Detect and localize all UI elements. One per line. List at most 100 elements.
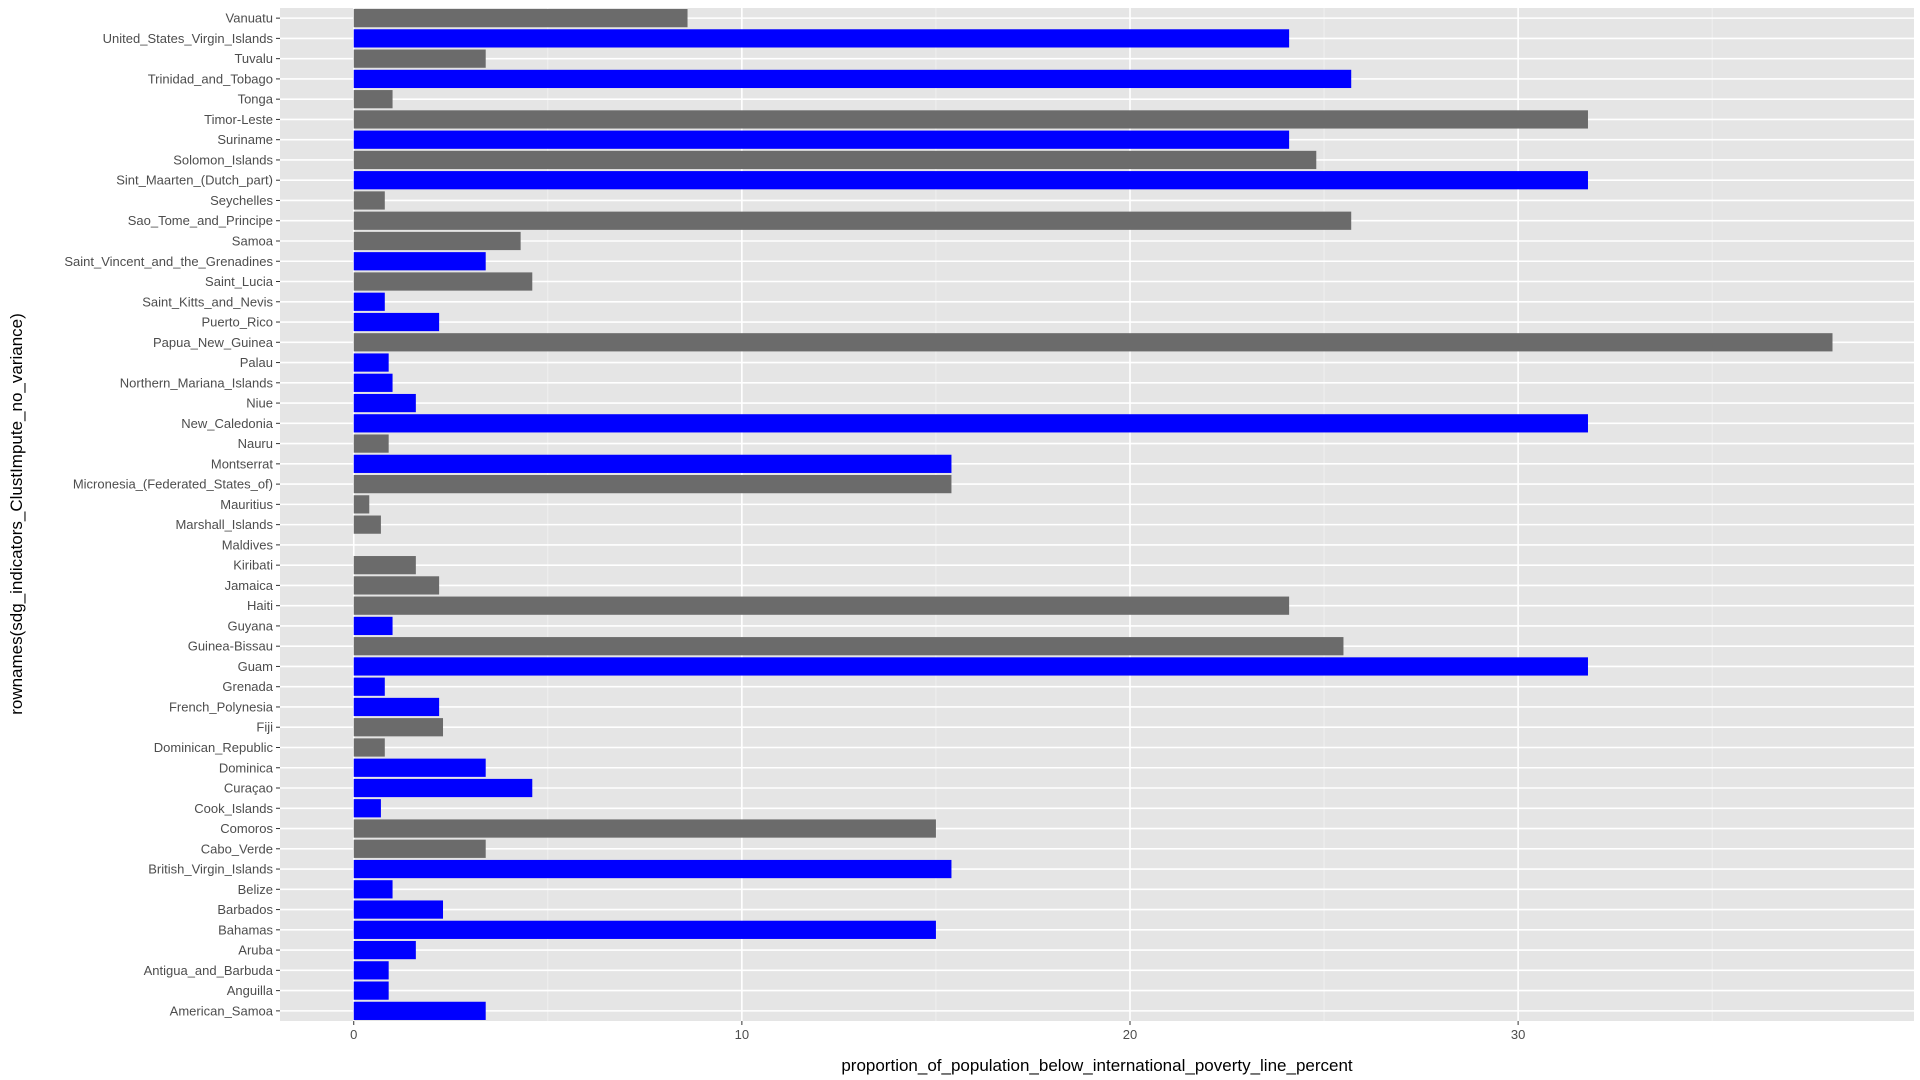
bar	[353, 90, 393, 109]
y-axis: Vanuatu United_States_Virgin_Islands Tuval…	[64, 11, 280, 1018]
y-tick-label: United_States_Virgin_Islands	[103, 31, 274, 46]
bars	[353, 9, 1833, 1020]
y-tick-label: Kiribati	[233, 558, 273, 573]
bar	[353, 758, 486, 777]
bar	[353, 920, 936, 939]
y-tick-label: Cabo_Verde	[201, 841, 273, 856]
y-tick-label: Tonga	[238, 92, 274, 107]
x-axis-title: proportion_of_population_below_internati…	[841, 1056, 1353, 1075]
bar	[353, 657, 1588, 676]
x-tick-label: 10	[735, 1027, 749, 1042]
bar	[353, 677, 385, 696]
y-tick-label: Dominican_Republic	[154, 740, 274, 755]
y-tick-label: Saint_Vincent_and_the_Grenadines	[64, 254, 273, 269]
y-tick-label: Niue	[246, 396, 273, 411]
bar	[353, 718, 444, 737]
y-tick-label: Guyana	[227, 618, 273, 633]
y-tick-label: Curaçao	[224, 781, 273, 796]
y-tick-label: Haiti	[247, 598, 273, 613]
bar	[353, 312, 440, 332]
bar	[353, 110, 1588, 129]
bar	[353, 434, 389, 453]
y-tick-label: Montserrat	[211, 456, 274, 471]
bar	[353, 333, 1833, 352]
bar	[353, 799, 381, 818]
bar	[353, 981, 389, 1000]
y-tick-label: Vanuatu	[226, 11, 273, 26]
y-tick-label: French_Polynesia	[169, 699, 274, 714]
y-tick-label: Comoros	[220, 821, 273, 836]
bar	[353, 171, 1588, 190]
y-axis-title: rownames(sdg_indicators_ClustImpute_no_v…	[7, 313, 26, 715]
y-tick-label: Jamaica	[225, 578, 274, 593]
y-tick-label: Northern_Mariana_Islands	[120, 375, 274, 390]
bar	[353, 414, 1588, 433]
y-tick-label: Grenada	[222, 679, 273, 694]
y-tick-label: Antigua_and_Barbuda	[144, 963, 274, 978]
y-tick-label: Sao_Tome_and_Principe	[128, 213, 273, 228]
bar	[353, 272, 533, 291]
y-tick-label: Cook_Islands	[194, 801, 273, 816]
x-axis: 0 10 20 30	[350, 1021, 1525, 1042]
y-tick-label: Barbados	[217, 902, 273, 917]
x-tick-label: 30	[1511, 1027, 1525, 1042]
y-tick-label: Mauritius	[220, 497, 273, 512]
y-tick-label: Aruba	[238, 943, 273, 958]
y-tick-label: Timor-Leste	[204, 112, 273, 127]
bar	[353, 252, 486, 271]
bar	[353, 292, 385, 311]
bar	[353, 393, 416, 413]
y-tick-label: Bahamas	[218, 922, 273, 937]
bar	[353, 900, 444, 919]
y-tick-label: Marshall_Islands	[175, 517, 273, 532]
x-tick-label: 0	[350, 1027, 357, 1042]
bar	[353, 616, 393, 636]
bar	[353, 69, 1352, 89]
bar	[353, 191, 385, 210]
y-tick-label: Puerto_Rico	[201, 315, 273, 330]
y-tick-label: Fiji	[256, 720, 273, 735]
bar	[353, 1001, 486, 1020]
bar	[353, 596, 1290, 615]
y-tick-label: Suriname	[217, 132, 273, 147]
y-tick-label: Samoa	[232, 233, 274, 248]
y-tick-label: Tuvalu	[234, 51, 273, 66]
bar	[353, 474, 952, 494]
x-tick-label: 20	[1123, 1027, 1137, 1042]
y-tick-label: Dominica	[219, 760, 274, 775]
bar	[353, 961, 389, 980]
bar	[353, 819, 936, 838]
bar	[353, 29, 1290, 48]
bar	[353, 373, 393, 392]
bar	[353, 859, 952, 879]
y-tick-label: Micronesia_(Federated_States_of)	[73, 477, 273, 492]
bar	[353, 556, 416, 575]
y-tick-label: American_Samoa	[170, 1003, 274, 1018]
y-tick-label: Guinea-Bissau	[188, 639, 273, 654]
y-tick-label: Palau	[240, 355, 273, 370]
bar	[353, 576, 440, 595]
bar	[353, 495, 370, 514]
y-tick-label: Guam	[238, 659, 273, 674]
bar	[353, 637, 1344, 656]
bar	[353, 353, 389, 372]
y-tick-label: Papua_New_Guinea	[153, 335, 274, 350]
bar	[353, 9, 688, 28]
y-tick-label: Solomon_Islands	[173, 152, 273, 167]
y-tick-label: British_Virgin_Islands	[148, 862, 273, 877]
y-tick-label: Nauru	[238, 436, 273, 451]
y-tick-label: Anguilla	[227, 983, 274, 998]
bar	[353, 839, 486, 858]
y-tick-label: Saint_Lucia	[205, 274, 274, 289]
y-tick-label: Seychelles	[210, 193, 273, 208]
bar	[353, 454, 952, 473]
y-tick-label: Maldives	[222, 537, 274, 552]
y-tick-label: Trinidad_and_Tobago	[148, 71, 273, 86]
y-tick-label: Sint_Maarten_(Dutch_part)	[116, 173, 273, 188]
y-tick-label: Saint_Kitts_and_Nevis	[142, 294, 273, 309]
bar	[353, 49, 486, 68]
bar	[353, 880, 393, 899]
y-tick-label: New_Caledonia	[181, 416, 274, 431]
bar	[353, 150, 1317, 170]
